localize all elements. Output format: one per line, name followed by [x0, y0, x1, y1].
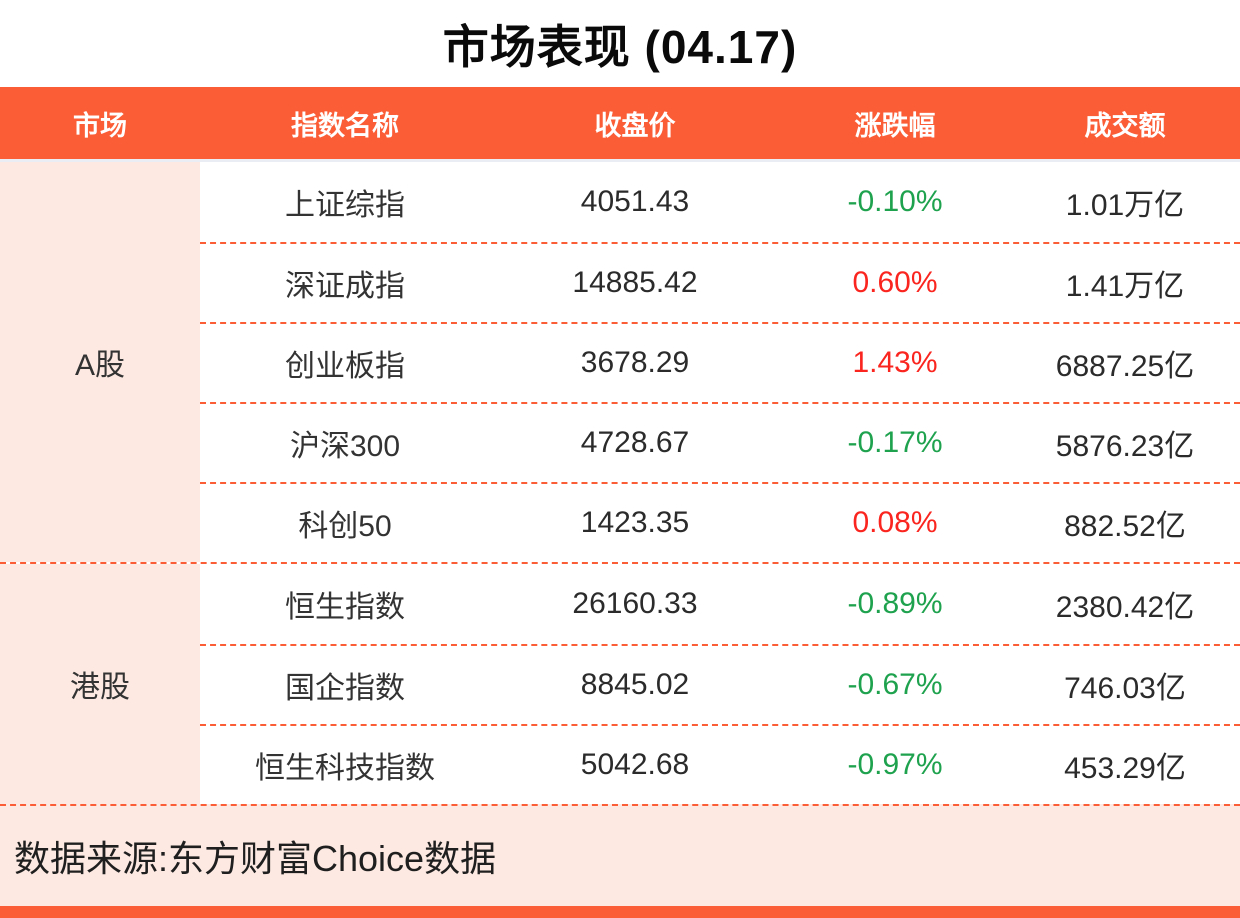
change-pct: -0.97% [847, 747, 943, 781]
change-pct: -0.10% [847, 184, 943, 218]
close-price: 14885.42 [572, 265, 698, 299]
close-price: 5042.68 [580, 747, 690, 781]
header-index-name: 指数名称 [291, 110, 399, 141]
close-price: 4728.67 [580, 425, 690, 459]
header-turnover: 成交额 [1084, 110, 1166, 141]
index-name: 恒生指数 [285, 590, 405, 624]
close-price: 4051.43 [580, 184, 690, 218]
table-row: 上证综指 4051.43 -0.10% 1.01万亿 [200, 162, 1240, 242]
change-pct: 1.43% [852, 345, 938, 379]
page-title: 市场表现 (04.17) [442, 20, 798, 73]
title-bar: 市场表现 (04.17) [0, 0, 1240, 87]
index-name: 恒生科技指数 [255, 751, 435, 785]
table-row: 恒生指数 26160.33 -0.89% 2380.42亿 [200, 564, 1240, 644]
data-source-text: 数据来源:东方财富Choice数据 [14, 837, 497, 879]
group-hk-shares: 港股 恒生指数 26160.33 -0.89% 2380.42亿 国企指数 88… [0, 561, 1240, 804]
change-pct: 0.08% [852, 505, 938, 539]
turnover: 6887.25亿 [1055, 349, 1195, 383]
turnover: 1.01万亿 [1065, 188, 1185, 222]
close-price: 8845.02 [580, 667, 690, 701]
table-row: 沪深300 4728.67 -0.17% 5876.23亿 [200, 401, 1240, 482]
index-name: 创业板指 [285, 349, 405, 383]
table-header-row: 市场 指数名称 收盘价 涨跌幅 成交额 [0, 87, 1240, 159]
table-row: 创业板指 3678.29 1.43% 6887.25亿 [200, 321, 1240, 402]
table-row: 国企指数 8845.02 -0.67% 746.03亿 [200, 643, 1240, 724]
change-pct: 0.60% [852, 265, 938, 299]
market-label-hk-shares: 港股 [0, 563, 200, 804]
change-pct: -0.17% [847, 425, 943, 459]
market-label-a-shares: A股 [0, 161, 200, 562]
turnover: 882.52亿 [1064, 509, 1186, 543]
turnover: 2380.42亿 [1055, 590, 1195, 624]
change-pct: -0.67% [847, 667, 943, 701]
table-row: 深证成指 14885.42 0.60% 1.41万亿 [200, 241, 1240, 322]
turnover: 746.03亿 [1064, 671, 1186, 705]
turnover: 1.41万亿 [1065, 269, 1185, 303]
turnover: 453.29亿 [1064, 751, 1186, 785]
close-price: 1423.35 [580, 505, 690, 539]
header-market: 市场 [73, 110, 127, 141]
turnover: 5876.23亿 [1055, 429, 1195, 463]
header-divider [0, 158, 1240, 162]
index-name: 科创50 [298, 509, 392, 543]
index-name: 深证成指 [285, 269, 405, 303]
table-row: 科创50 1423.35 0.08% 882.52亿 [200, 481, 1240, 562]
index-name: 国企指数 [285, 671, 405, 705]
data-source-footer: 数据来源:东方财富Choice数据 [0, 803, 1240, 907]
bottom-accent-bar [0, 906, 1240, 918]
change-pct: -0.89% [847, 586, 943, 620]
index-name: 沪深300 [289, 429, 401, 463]
close-price: 3678.29 [580, 345, 690, 379]
header-close-price: 收盘价 [594, 110, 676, 141]
table-row: 恒生科技指数 5042.68 -0.97% 453.29亿 [200, 723, 1240, 804]
close-price: 26160.33 [572, 586, 698, 620]
header-change-pct: 涨跌幅 [854, 110, 936, 141]
table-body: A股 上证综指 4051.43 -0.10% 1.01万亿 深证成指 14885… [0, 161, 1240, 804]
index-name: 上证综指 [285, 188, 405, 222]
group-a-shares: A股 上证综指 4051.43 -0.10% 1.01万亿 深证成指 14885… [0, 161, 1240, 562]
